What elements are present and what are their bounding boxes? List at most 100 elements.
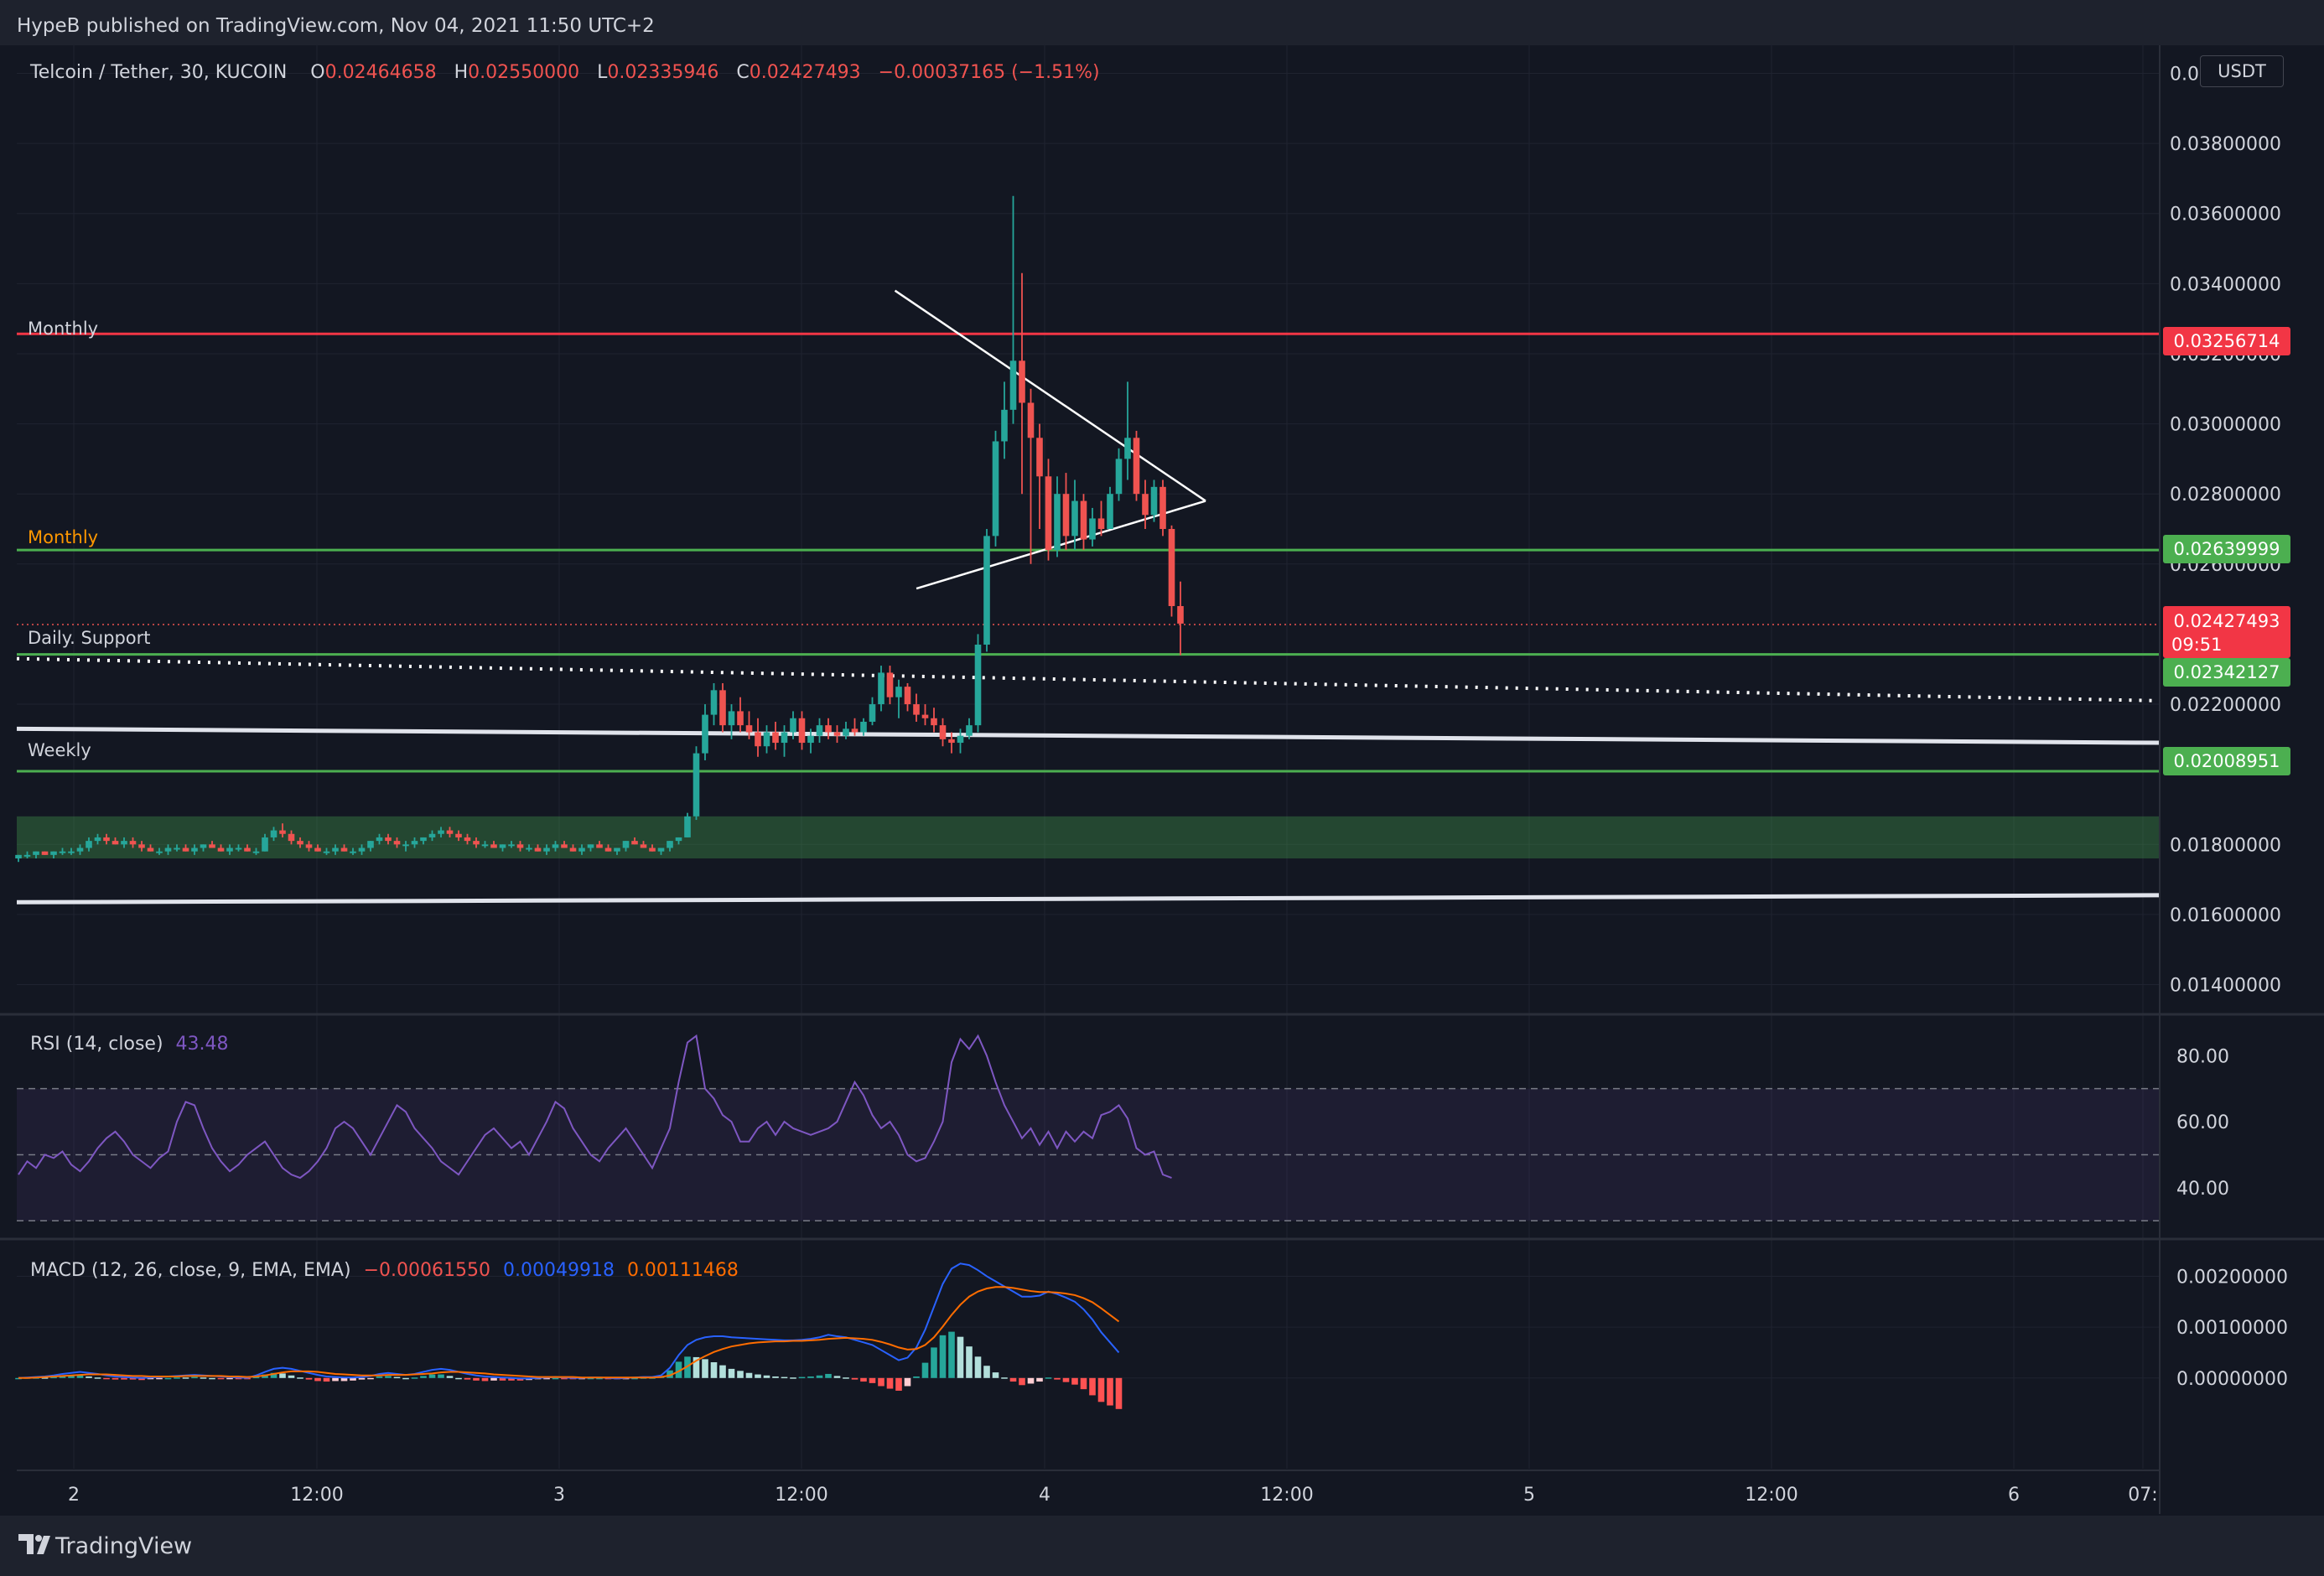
macd-hist-bar — [305, 1377, 313, 1380]
candle-body — [499, 844, 506, 848]
candle-body — [76, 848, 84, 852]
macd-hist-bar — [1115, 1377, 1123, 1409]
candle-body — [825, 725, 832, 733]
macd-hist-bar — [350, 1377, 356, 1381]
candle-body — [446, 830, 454, 834]
symbol-title: Telcoin / Tether, 30, KUCOIN — [30, 62, 288, 83]
macd-hist-bar — [675, 1361, 682, 1378]
demand-zone — [17, 816, 2159, 859]
macd-hist-bar — [561, 1377, 568, 1380]
tradingview-logo-icon[interactable] — [17, 1531, 50, 1558]
time-tick-label: 12:00 — [1260, 1485, 1313, 1506]
candle-body — [182, 848, 189, 852]
candle-body — [156, 851, 163, 853]
signal-line — [18, 1286, 1120, 1379]
candle-body — [1054, 494, 1061, 551]
candles[interactable] — [15, 195, 1184, 863]
candle-body — [1150, 486, 1158, 516]
macd-hist-bar — [1001, 1377, 1008, 1379]
l-label: L — [597, 62, 608, 83]
macd-pane[interactable] — [15, 1262, 1123, 1409]
macd-hist-bar — [878, 1377, 884, 1387]
candle-body — [719, 690, 726, 726]
price-tick-label: 0.02800000 — [2170, 485, 2281, 505]
trendline-solid-white-1 — [16, 893, 2160, 905]
candle-body — [604, 848, 612, 852]
daily-support-label: Daily. Support — [28, 628, 151, 648]
macd-hist-bar — [376, 1376, 383, 1378]
o-value: 0.02464658 — [324, 62, 437, 83]
candle-body — [622, 841, 630, 848]
macd-hist-bar — [1054, 1377, 1061, 1380]
candle-body — [860, 721, 867, 733]
axes[interactable] — [0, 45, 2324, 1514]
macd-hist-bar — [156, 1377, 163, 1380]
candle-body — [15, 854, 22, 859]
macd-hist-bar — [737, 1371, 744, 1378]
candle-body — [649, 848, 656, 852]
macd-tick-label: 0.00100000 — [2176, 1318, 2288, 1339]
candle-body — [737, 711, 744, 726]
candle-body — [640, 844, 647, 848]
candle-body — [323, 851, 330, 853]
weekly-label: Weekly — [28, 740, 91, 760]
tradingview-brand[interactable]: TradingView — [55, 1533, 193, 1559]
candle-body — [191, 848, 198, 852]
published-text: HypeB published on TradingView.com, Nov … — [17, 15, 655, 37]
candle-body — [490, 844, 497, 848]
candle-body — [473, 841, 480, 845]
macd-hist-bar — [367, 1377, 374, 1380]
level-lines[interactable] — [17, 332, 2159, 859]
candle-body — [992, 441, 999, 537]
macd-hist-bar — [323, 1377, 330, 1382]
macd-hist-bar — [340, 1377, 348, 1382]
candle-body — [121, 841, 127, 845]
macd-hist-bar — [68, 1375, 75, 1378]
l-value: 0.02335946 — [607, 62, 719, 83]
candle-body — [851, 728, 859, 733]
currency-button[interactable]: USDT — [2200, 55, 2284, 87]
trendlines[interactable] — [16, 289, 2160, 905]
macd-hist-bar — [1045, 1377, 1052, 1379]
macd-hist-bar — [1089, 1377, 1096, 1396]
macd-hist-bar — [490, 1377, 497, 1381]
macd-hist-bar — [843, 1377, 849, 1379]
macd-hist-bar — [833, 1376, 841, 1378]
candle-body — [68, 851, 75, 853]
macd-hist-bar — [288, 1375, 295, 1378]
rsi-value: 43.48 — [175, 1034, 229, 1055]
candle-body — [878, 672, 884, 705]
macd-hist-bar — [772, 1376, 779, 1378]
candle-body — [103, 837, 110, 842]
candle-body — [1019, 360, 1025, 403]
macd-hist-bar — [631, 1377, 638, 1380]
macd-hist-bar — [825, 1373, 832, 1378]
rsi-pane[interactable] — [18, 1034, 1172, 1179]
candle-body — [543, 848, 550, 852]
publish-header-bar: HypeB published on TradingView.com, Nov … — [0, 0, 2324, 45]
candle-body — [807, 735, 814, 744]
macd-hist-bar — [684, 1356, 691, 1378]
candle-body — [921, 714, 929, 718]
candle-body — [358, 848, 366, 852]
candle-body — [147, 848, 154, 852]
macd-hist-bar — [297, 1377, 303, 1379]
candle-body — [305, 844, 313, 848]
candle-body — [702, 714, 708, 754]
candle-body — [200, 844, 207, 848]
candle-body — [790, 718, 796, 733]
candle-body — [534, 848, 542, 852]
macd-hist-bar — [895, 1377, 902, 1391]
candle-body — [675, 837, 682, 842]
candle-body — [904, 687, 911, 705]
macd-hist-bar — [393, 1376, 401, 1379]
macd-hist-bar — [385, 1376, 392, 1378]
macd-hist-bar — [693, 1356, 700, 1378]
macd-hist-bar — [939, 1335, 947, 1378]
candle-body — [684, 816, 691, 837]
macd-tick-label: 0.00000000 — [2176, 1369, 2288, 1390]
macd-hist-bar — [710, 1361, 718, 1378]
candle-body — [578, 848, 585, 852]
candle-body — [262, 837, 268, 852]
